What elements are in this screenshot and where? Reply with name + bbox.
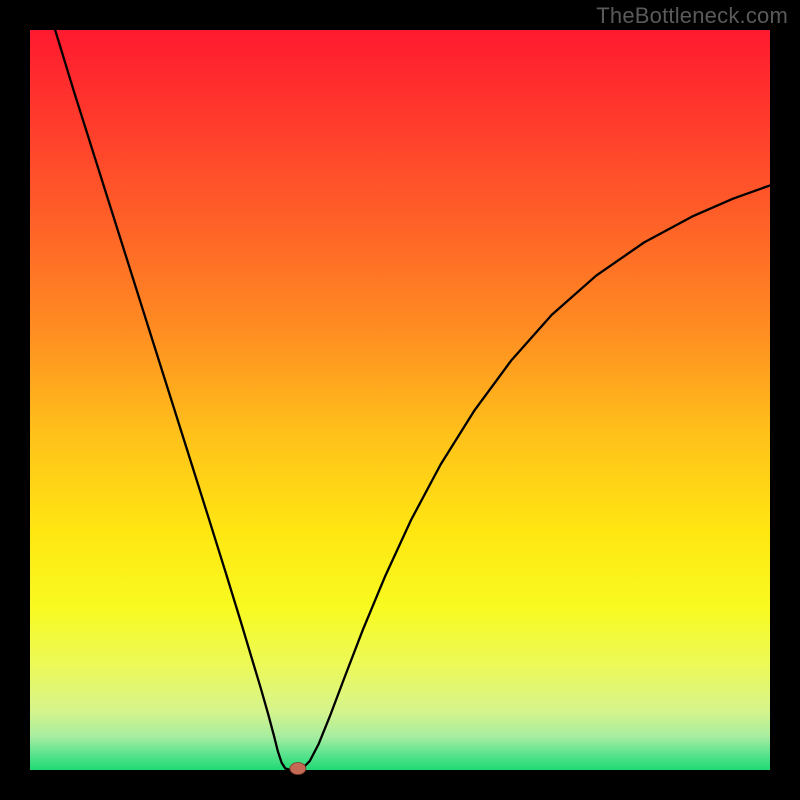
bottleneck-chart bbox=[0, 0, 800, 800]
chart-frame: TheBottleneck.com bbox=[0, 0, 800, 800]
watermark-text: TheBottleneck.com bbox=[596, 3, 788, 29]
plot-gradient-area bbox=[30, 30, 770, 770]
optimal-point-marker bbox=[290, 763, 306, 775]
